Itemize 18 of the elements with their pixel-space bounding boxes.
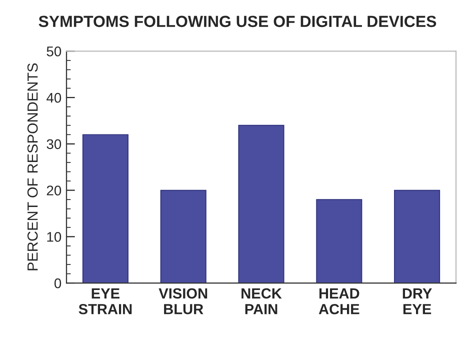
y-tick-label: 0 xyxy=(54,278,62,288)
y-tick-label: 40 xyxy=(46,92,62,103)
x-tick-label: DRY EYE xyxy=(402,288,432,314)
bar xyxy=(82,134,128,284)
bar xyxy=(316,199,362,284)
chart-title: SYMPTOMS FOLLOWING USE OF DIGITAL DEVICES xyxy=(38,16,436,28)
x-tick-label: NECK PAIN xyxy=(242,288,282,314)
y-tick-label: 10 xyxy=(47,232,62,242)
bar xyxy=(394,190,440,284)
y-tick-label: 30 xyxy=(46,139,62,150)
x-tick-label: HEAD ACHE xyxy=(318,288,360,314)
y-tick-label: 20 xyxy=(46,186,62,196)
y-axis-title: PERCENT OF RESPONDENTS xyxy=(27,63,38,270)
y-tick-label: 50 xyxy=(46,46,62,56)
bar xyxy=(160,190,206,284)
x-tick-label: VISION BLUR xyxy=(158,288,208,314)
bar xyxy=(238,124,284,284)
x-tick-label: EYE STRAIN xyxy=(78,288,132,314)
